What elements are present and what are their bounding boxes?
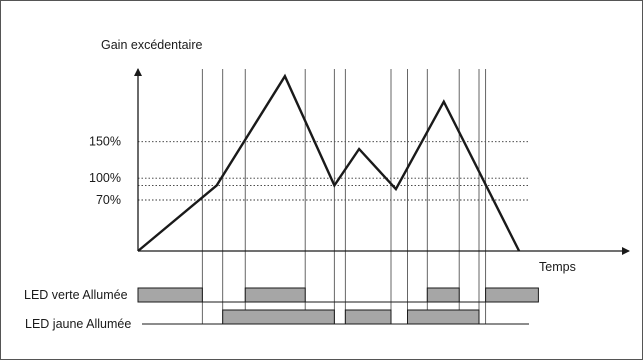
x-axis-title: Temps xyxy=(539,260,576,274)
led-green-on-bar xyxy=(137,287,203,303)
led-yellow-on-bar xyxy=(222,309,335,325)
gain-curve xyxy=(137,73,521,252)
led-green-label: LED verte Allumée xyxy=(24,288,128,302)
led-yellow-label: LED jaune Allumée xyxy=(25,317,131,331)
y-axis-title: Gain excédentaire xyxy=(101,38,203,52)
led-green-on-bar xyxy=(485,287,539,303)
level-label-70: 70% xyxy=(96,193,121,207)
led-yellow-on-bar xyxy=(344,309,392,325)
level-label-100: 100% xyxy=(89,171,121,185)
led-yellow-on-bar xyxy=(407,309,480,325)
level-label-150: 150% xyxy=(89,135,121,149)
led-green-on-bar xyxy=(426,287,460,303)
led-green-on-bar xyxy=(244,287,306,303)
